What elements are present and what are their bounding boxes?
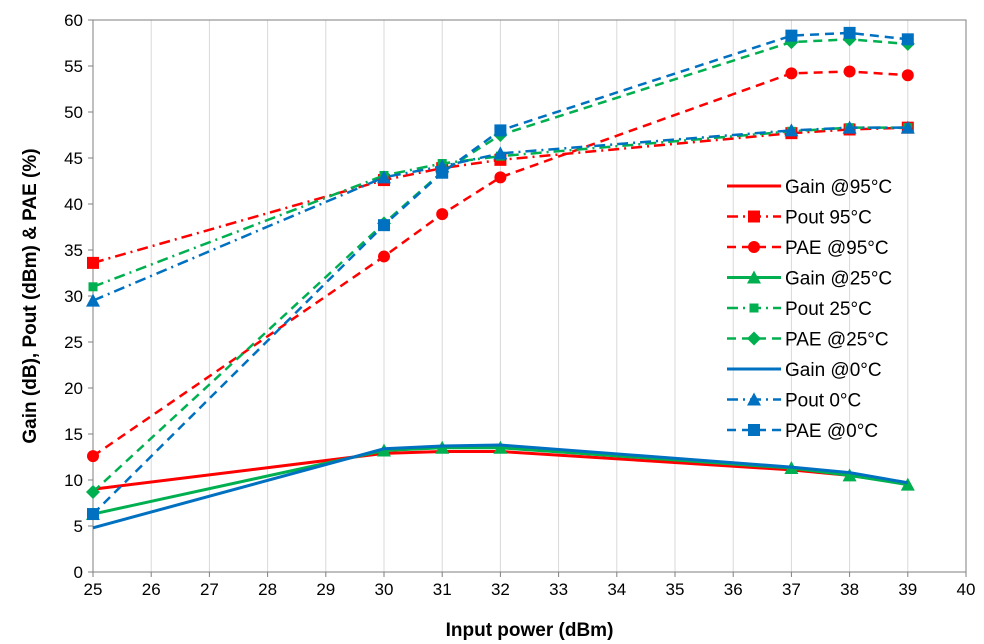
legend-label: Gain @25°C xyxy=(785,269,892,290)
y-tick-label: 40 xyxy=(64,195,83,214)
y-tick-label: 35 xyxy=(64,241,83,260)
data-point xyxy=(785,67,798,80)
legend-marker xyxy=(748,424,760,436)
legend-label: PAE @25°C xyxy=(785,330,889,351)
legend-label: Pout 25°C xyxy=(785,299,872,320)
legend-item-2: PAE @95°C xyxy=(727,238,889,259)
x-tick-label: 31 xyxy=(433,580,452,599)
y-tick-label: 20 xyxy=(64,379,83,398)
y-tick-label: 60 xyxy=(64,11,83,30)
data-point xyxy=(784,123,799,137)
legend-marker xyxy=(747,270,761,284)
data-point xyxy=(87,450,99,463)
x-tick-label: 39 xyxy=(898,580,917,599)
series-layer xyxy=(86,26,915,530)
y-tick-label: 25 xyxy=(64,333,83,352)
legend-label: Gain @95°C xyxy=(785,177,892,198)
data-point xyxy=(88,282,98,292)
data-point xyxy=(87,256,99,269)
series-line xyxy=(92,443,909,530)
series-7 xyxy=(86,120,915,307)
legend-label: Pout 0°C xyxy=(785,391,861,412)
y-tick-label: 5 xyxy=(74,517,83,536)
data-point xyxy=(843,26,856,39)
x-tick-label: 29 xyxy=(316,580,335,599)
data-point xyxy=(436,166,449,179)
y-tick-label: 15 xyxy=(64,425,83,444)
series-2 xyxy=(87,65,914,463)
x-tick-label: 36 xyxy=(724,580,743,599)
legend-item-6: Gain @0°C xyxy=(727,360,882,381)
series-6 xyxy=(92,443,909,530)
grid-layer xyxy=(150,20,967,572)
y-tick-label: 45 xyxy=(64,149,83,168)
data-point xyxy=(900,477,915,491)
data-point xyxy=(843,65,856,78)
y-axis-title: Gain (dB), Pout (dBm) & PAE (%) xyxy=(20,148,41,443)
data-point xyxy=(436,208,449,221)
x-tick-label: 33 xyxy=(549,580,568,599)
legend-marker xyxy=(748,241,760,253)
legend-marker xyxy=(749,303,759,313)
legend-item-8: PAE @0°C xyxy=(727,421,878,442)
axis-layer: 25 26 27 28 29 30 31 32 33 34 35 36 37 38 39 40 0 5 10 15 20… xyxy=(64,11,975,599)
data-point xyxy=(901,69,914,82)
x-tick-label: 26 xyxy=(142,580,161,599)
y-tick-label: 30 xyxy=(64,287,83,306)
legend-marker xyxy=(747,331,761,346)
x-tick-label: 34 xyxy=(607,580,626,599)
data-point xyxy=(494,124,507,137)
legend-marker xyxy=(748,210,760,223)
x-tick-label: 35 xyxy=(666,580,685,599)
legend-label: PAE @0°C xyxy=(785,421,878,442)
data-point xyxy=(493,146,508,160)
legend-label: Gain @0°C xyxy=(785,360,882,381)
y-tick-label: 10 xyxy=(64,471,83,490)
legend-item-7: Pout 0°C xyxy=(727,391,861,412)
x-axis-title: Input power (dBm) xyxy=(446,620,614,641)
data-point xyxy=(785,29,798,42)
data-point xyxy=(900,120,915,134)
data-point xyxy=(378,250,390,263)
legend-label: Pout 95°C xyxy=(785,208,872,229)
legend-item-0: Gain @95°C xyxy=(727,177,892,198)
x-tick-label: 37 xyxy=(782,580,801,599)
legend-label: PAE @95°C xyxy=(785,238,889,259)
data-point xyxy=(842,468,857,482)
data-point xyxy=(86,484,100,499)
data-point xyxy=(901,33,914,46)
data-point xyxy=(87,508,99,521)
y-tick-label: 0 xyxy=(74,563,83,582)
x-tick-label: 28 xyxy=(258,580,277,599)
data-point xyxy=(378,219,390,232)
legend-item-3: Gain @25°C xyxy=(727,269,892,290)
legend-marker xyxy=(747,392,761,406)
data-point xyxy=(493,440,508,454)
legend-item-5: PAE @25°C xyxy=(727,330,889,351)
series-8 xyxy=(87,26,914,521)
x-tick-label: 27 xyxy=(200,580,219,599)
y-tick-label: 55 xyxy=(64,57,83,76)
data-point xyxy=(494,171,507,184)
y-tick-label: 50 xyxy=(64,103,83,122)
plot-frame xyxy=(92,19,967,573)
data-point xyxy=(842,120,857,134)
legend-item-4: Pout 25°C xyxy=(727,299,872,320)
legend-item-1: Pout 95°C xyxy=(727,208,872,229)
x-tick-label: 32 xyxy=(491,580,510,599)
legend: Gain @95°C Pout 95°C PAE @95°C Gain @25°C Po… xyxy=(727,177,892,442)
x-tick-label: 30 xyxy=(375,580,394,599)
data-point xyxy=(377,170,391,184)
x-tick-label: 38 xyxy=(840,580,859,599)
data-point xyxy=(86,293,100,307)
x-tick-label: 40 xyxy=(957,580,976,599)
x-tick-label: 25 xyxy=(84,580,103,599)
